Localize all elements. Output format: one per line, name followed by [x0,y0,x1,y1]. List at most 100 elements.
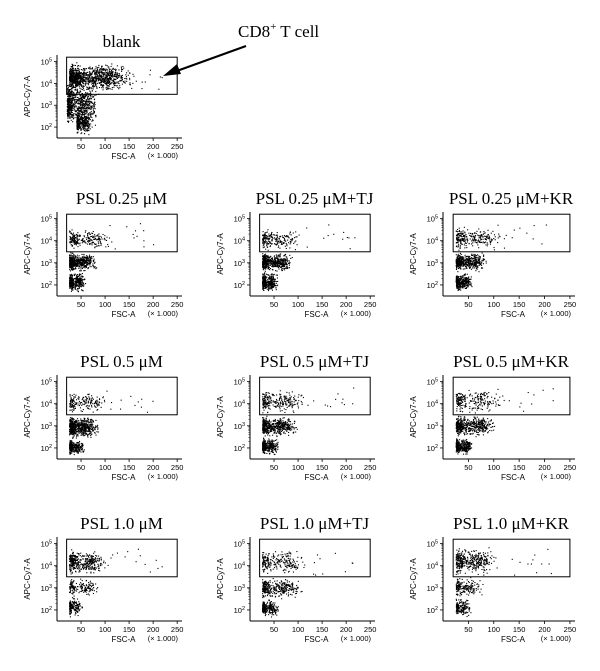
data-point [272,283,274,285]
data-point [75,101,77,103]
data-point [88,96,90,98]
data-point [110,65,112,67]
data-point [120,76,122,78]
data-point [71,105,73,107]
data-point [107,79,109,81]
data-point [82,256,84,258]
data-point [268,276,270,279]
data-point [74,240,76,242]
data-point [92,76,94,78]
data-point [76,98,78,101]
data-point [460,253,462,255]
data-point [69,72,71,74]
data-point [79,234,81,236]
data-point [270,234,272,236]
data-point [77,79,79,82]
data-point [262,241,264,243]
data-point [93,86,95,88]
data-point [101,68,103,70]
data-point [84,116,86,118]
data-point [97,72,99,74]
data-point [73,264,75,266]
data-point [70,110,72,112]
data-point [77,131,79,133]
data-point [480,235,482,237]
data-point [466,236,468,238]
data-point [86,256,88,258]
data-point [69,81,71,83]
data-point [80,117,82,119]
data-point [82,127,85,129]
data-point [73,277,76,280]
data-point [76,120,79,122]
data-point [86,116,88,119]
data-point [268,284,270,286]
data-point [487,229,489,231]
data-point [273,264,276,266]
data-point [85,78,87,80]
data-point [80,283,82,285]
data-point [469,234,471,236]
data-point [263,267,265,269]
data-point [71,229,73,231]
data-point [91,105,93,107]
data-point [113,86,115,88]
data-point [95,78,98,80]
data-point [96,238,98,240]
data-point [274,255,276,257]
data-point [85,230,87,232]
data-point [69,105,71,107]
data-point [273,284,275,286]
data-point [279,256,281,258]
data-point [70,261,72,263]
y-tick-label: 105 [41,58,52,67]
data-point [477,239,480,241]
data-point [73,108,75,110]
data-point [73,78,75,80]
data-point [82,126,84,128]
data-point [76,118,78,120]
data-point [87,241,89,243]
data-point [81,261,83,263]
data-point [271,265,273,268]
data-point [290,241,292,243]
data-point [100,79,102,81]
data-point [263,285,265,287]
data-point [89,116,91,119]
data-point [77,288,79,290]
data-point [75,276,78,278]
data-point [88,86,91,88]
data-point [264,267,266,269]
data-point [84,262,87,264]
data-point [70,281,72,283]
data-point [86,259,88,261]
data-point [271,231,273,234]
data-point [107,72,109,75]
data-point [115,73,117,75]
data-point [279,260,281,262]
data-point [266,264,268,266]
data-point [123,82,125,84]
data-point [143,240,145,242]
data-point [70,86,72,88]
data-point [273,264,275,266]
data-point [83,111,85,113]
data-point [87,78,89,80]
data-point [88,67,90,69]
data-point [90,72,92,74]
data-point [78,266,80,268]
data-point [264,242,266,244]
data-point [93,241,95,243]
data-point [122,69,124,71]
data-point [77,91,79,93]
data-point [460,235,463,237]
data-point [471,235,473,237]
data-point [71,100,73,103]
data-point [82,87,85,89]
data-point [99,240,101,243]
x-axis-label: FSC-A [112,152,137,161]
data-point [280,259,282,261]
data-point [279,240,282,242]
data-point [90,110,92,113]
data-point [107,88,109,90]
